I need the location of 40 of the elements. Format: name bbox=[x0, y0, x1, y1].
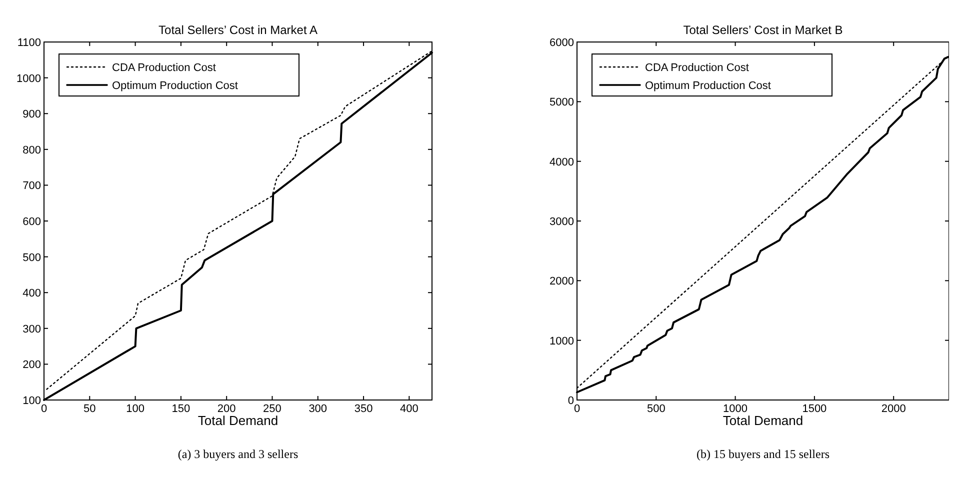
y-tick-label: 1000 bbox=[550, 335, 574, 348]
x-axis-title: Total Demand bbox=[198, 413, 278, 428]
y-tick-label: 600 bbox=[22, 216, 41, 228]
y-tick-label: 800 bbox=[22, 144, 41, 156]
y-tick-label: 6000 bbox=[550, 37, 574, 49]
y-tick-label: 1000 bbox=[16, 72, 41, 85]
x-tick-label: 150 bbox=[172, 403, 190, 415]
y-tick-label: 4000 bbox=[550, 156, 574, 168]
x-tick-label: 200 bbox=[217, 403, 236, 415]
x-tick-label: 2000 bbox=[881, 403, 906, 415]
x-tick-label: 300 bbox=[308, 403, 328, 415]
y-tick-label: 5000 bbox=[550, 96, 574, 109]
text: (a) 3 buyers and 3 sellers bbox=[178, 447, 298, 461]
x-tick-label: 500 bbox=[646, 403, 666, 415]
legend-label: Optimum Production Cost bbox=[645, 80, 771, 92]
x-tick-label: 1500 bbox=[802, 403, 827, 415]
y-tick-label: 1100 bbox=[17, 37, 41, 49]
y-tick-label: 900 bbox=[22, 108, 41, 121]
chart-title: Total Sellers’ Cost in Market A bbox=[158, 23, 318, 37]
y-tick-label: 3000 bbox=[550, 216, 574, 228]
x-tick-label: 100 bbox=[126, 403, 144, 415]
y-tick-label: 300 bbox=[22, 323, 41, 336]
y-tick-label: 2000 bbox=[550, 276, 574, 288]
legend-label: CDA Production Cost bbox=[645, 62, 749, 74]
y-tick-label: 0 bbox=[568, 395, 574, 407]
y-tick-label: 100 bbox=[22, 395, 41, 407]
x-tick-label: 50 bbox=[84, 403, 96, 415]
y-tick-label: 700 bbox=[22, 180, 41, 192]
text: (b) 15 buyers and 15 sellers bbox=[696, 447, 830, 461]
x-axis-title: Total Demand bbox=[722, 413, 804, 428]
x-tick-label: 250 bbox=[263, 403, 282, 415]
y-tick-label: 400 bbox=[22, 288, 41, 300]
y-tick-label: 500 bbox=[22, 252, 41, 264]
x-tick-label: 350 bbox=[354, 403, 373, 415]
chart-title: Total Sellers’ Cost in Market B bbox=[683, 23, 843, 37]
x-tick-label: 400 bbox=[400, 403, 418, 415]
legend-label: Optimum Production Cost bbox=[112, 80, 238, 92]
x-tick-label: 1000 bbox=[723, 403, 748, 415]
y-tick-label: 200 bbox=[22, 359, 41, 372]
legend-label: CDA Production Cost bbox=[112, 62, 216, 74]
